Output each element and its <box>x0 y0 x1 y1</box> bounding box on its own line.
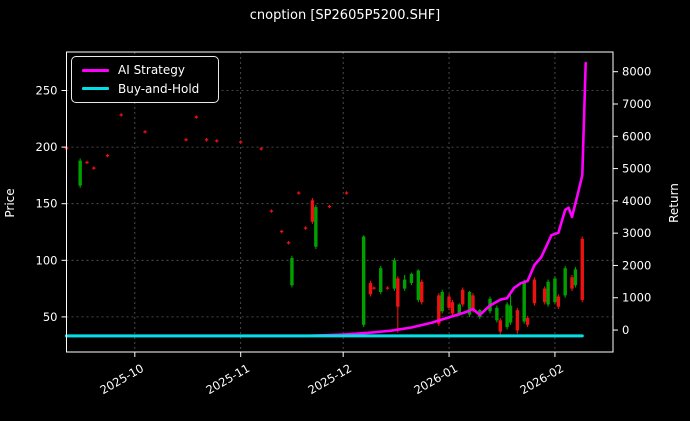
right-tick-label: 1000 <box>622 291 651 305</box>
candle-body-down <box>344 192 349 194</box>
candle-body-down <box>437 295 441 324</box>
legend-label: AI Strategy <box>118 63 185 78</box>
left-tick-label: 100 <box>36 253 58 267</box>
candle-body-down <box>92 167 96 169</box>
right-tick-label: 5000 <box>622 162 651 176</box>
candle-body-down <box>385 287 390 289</box>
candle-body-down <box>556 296 561 307</box>
candle-body-up <box>402 279 407 289</box>
candle-body-down <box>420 281 424 303</box>
candle-body-down <box>570 277 574 289</box>
candle-body-up <box>522 281 526 322</box>
right-tick-label: 2000 <box>622 258 651 272</box>
legend-item-ai-strategy: AI Strategy <box>82 64 218 76</box>
candle-body-down <box>119 114 123 116</box>
candle-body-down <box>259 148 263 150</box>
candle-body-down <box>310 200 315 222</box>
candle-body-up <box>379 268 383 292</box>
candle-body-up <box>392 260 397 289</box>
candle-body-up <box>573 269 578 286</box>
ai-strategy-line-swatch <box>82 68 109 72</box>
plot-border <box>66 51 614 353</box>
candle-body-down <box>105 155 110 157</box>
candle-body-up <box>290 258 294 286</box>
candle-body-down <box>327 205 332 208</box>
candle-body-down <box>303 227 308 229</box>
candle-body-up <box>78 160 82 186</box>
left-tick-label: 200 <box>36 140 58 154</box>
candle-body-down <box>368 282 373 295</box>
candle-body-up <box>314 207 318 247</box>
candle-body-down <box>269 210 274 212</box>
right-axis-label: Return <box>667 183 681 223</box>
left-tick-label: 50 <box>43 310 58 324</box>
candle-body-down <box>194 116 198 118</box>
candle-body-up <box>440 292 444 312</box>
chart-title: cnoption [SP2605P5200.SHF] <box>249 8 441 23</box>
legend-item-buy-and-hold: Buy-and-Hold <box>82 83 218 95</box>
candle-body-up <box>467 292 472 315</box>
candle-body-down <box>279 230 284 233</box>
candle-body-down <box>238 141 243 143</box>
candle-body-down <box>297 192 301 194</box>
candle-body-down <box>498 320 502 332</box>
right-tick-label: 8000 <box>622 65 651 79</box>
right-tick-label: 4000 <box>622 194 651 208</box>
candle-body-down <box>542 288 547 303</box>
candle-body-up <box>563 268 567 296</box>
candle-body-down <box>525 318 530 325</box>
candle-body-down <box>184 139 188 141</box>
candle-body-down <box>215 140 219 142</box>
candle-body-up <box>505 304 509 328</box>
candle-body-up <box>495 307 499 321</box>
candle-body-up <box>553 278 557 303</box>
right-tick-label: 6000 <box>622 129 651 143</box>
candle-body-down <box>85 161 89 164</box>
right-tick-label: 7000 <box>622 97 651 111</box>
candle-body-down <box>461 289 465 305</box>
candle-body-down <box>515 310 520 331</box>
candle-body-down <box>396 278 400 307</box>
candle-body-down <box>143 131 147 133</box>
candle-body-down <box>286 242 291 244</box>
candle-body-up <box>409 273 414 283</box>
legend-label: Buy-and-Hold <box>118 81 200 96</box>
candle-body-up <box>361 236 366 325</box>
candle-body-down <box>471 295 475 311</box>
series-line-ai-strategy <box>65 61 588 338</box>
left-axis-label: Price <box>3 188 17 218</box>
right-tick-label: 3000 <box>622 226 651 240</box>
candle-body-up <box>508 305 513 323</box>
candle-body-down <box>580 238 584 300</box>
legend: AI Strategy Buy-and-Hold <box>71 56 219 103</box>
candle-body-down <box>204 139 209 141</box>
left-tick-label: 150 <box>36 197 58 211</box>
candle-body-up <box>546 281 550 305</box>
candle-body-up <box>457 304 461 314</box>
candle-body-down <box>447 296 451 308</box>
buy-and-hold-line-swatch <box>82 87 109 91</box>
right-tick-label: 0 <box>622 323 629 337</box>
candle-body-down <box>372 287 376 289</box>
candle-body-down <box>450 302 455 314</box>
candle-body-up <box>416 270 421 300</box>
candle-body-down <box>532 279 537 304</box>
left-tick-label: 250 <box>36 83 58 97</box>
